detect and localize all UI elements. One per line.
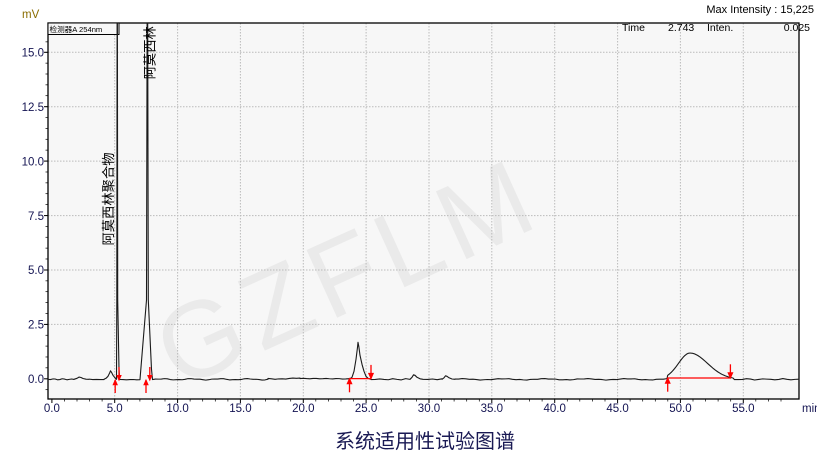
svg-text:0.025: 0.025 (784, 22, 810, 34)
svg-text:7.5: 7.5 (28, 211, 44, 223)
svg-text:min: min (802, 403, 817, 415)
svg-text:0.0: 0.0 (28, 374, 44, 386)
svg-text:20.0: 20.0 (292, 403, 314, 415)
svg-text:30.0: 30.0 (418, 403, 440, 415)
svg-text:阿莫西林聚合物: 阿莫西林聚合物 (101, 152, 116, 245)
svg-text:Max Intensity : 15,225: Max Intensity : 15,225 (706, 4, 814, 16)
svg-text:25.0: 25.0 (355, 403, 377, 415)
svg-text:15.0: 15.0 (229, 403, 251, 415)
svg-text:mV: mV (22, 9, 40, 21)
svg-text:检测器A 254nm: 检测器A 254nm (50, 24, 103, 34)
svg-text:系统适用性试验图谱: 系统适用性试验图谱 (335, 430, 515, 453)
svg-text:55.0: 55.0 (732, 403, 754, 415)
svg-text:5.0: 5.0 (107, 403, 123, 415)
svg-text:2.743: 2.743 (668, 22, 694, 34)
svg-text:10.0: 10.0 (166, 403, 188, 415)
svg-text:0.0: 0.0 (44, 403, 60, 415)
svg-text:2.5: 2.5 (28, 320, 44, 332)
svg-text:10.0: 10.0 (22, 156, 44, 168)
svg-text:Time: Time (622, 22, 645, 34)
svg-text:50.0: 50.0 (669, 403, 691, 415)
svg-text:阿莫西林: 阿莫西林 (143, 26, 158, 79)
svg-text:35.0: 35.0 (481, 403, 503, 415)
svg-text:15.0: 15.0 (22, 48, 44, 60)
svg-text:Inten.: Inten. (707, 22, 733, 34)
svg-text:40.0: 40.0 (544, 403, 566, 415)
svg-text:12.5: 12.5 (22, 102, 44, 114)
svg-text:45.0: 45.0 (606, 403, 628, 415)
svg-text:5.0: 5.0 (28, 265, 44, 277)
